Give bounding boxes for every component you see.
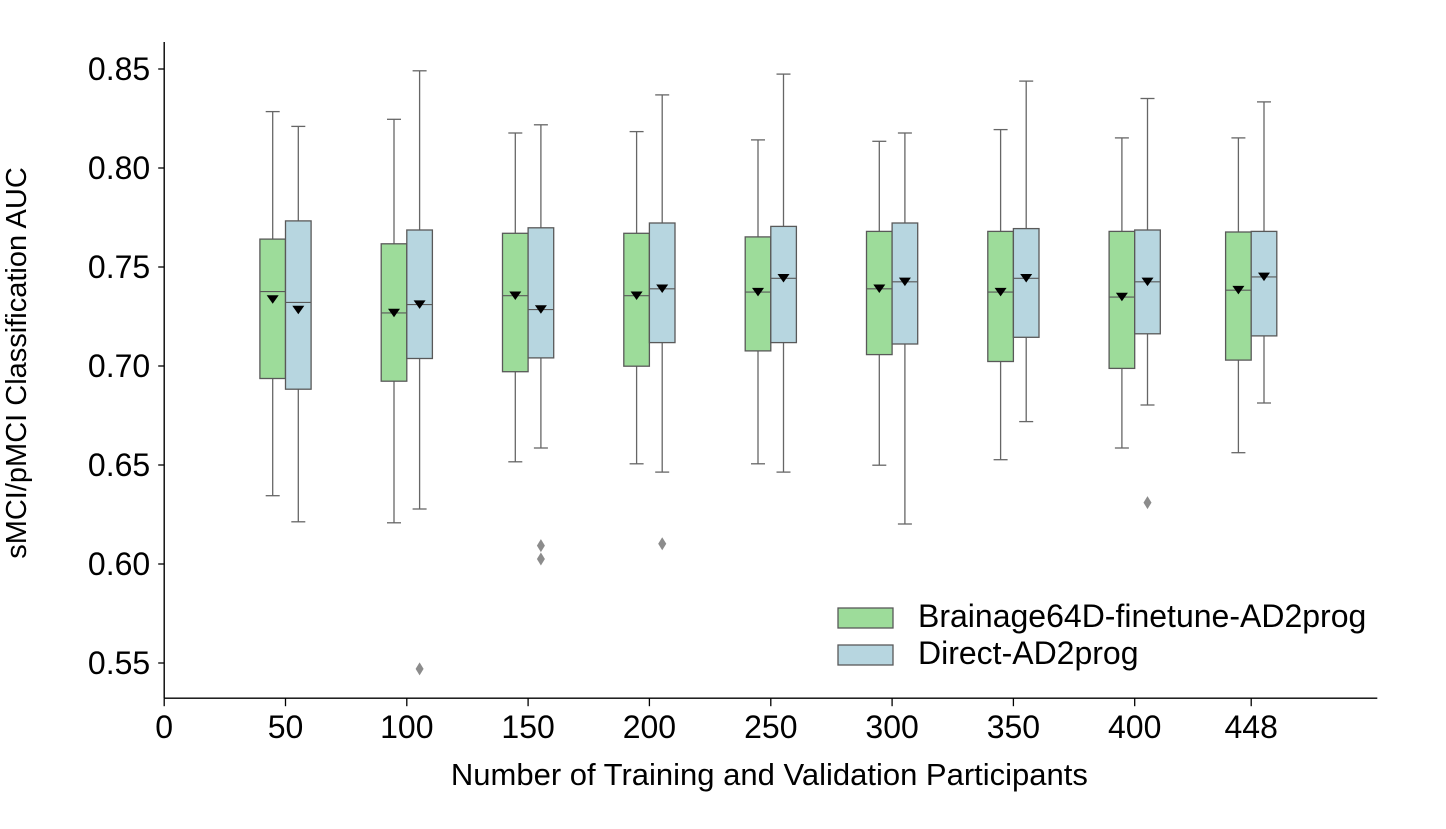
- svg-text:0.75: 0.75: [88, 249, 150, 285]
- svg-text:300: 300: [865, 709, 918, 745]
- svg-text:0.60: 0.60: [88, 546, 150, 582]
- svg-text:100: 100: [380, 709, 433, 745]
- svg-text:0.70: 0.70: [88, 348, 150, 384]
- svg-text:Direct-AD2prog: Direct-AD2prog: [918, 635, 1139, 671]
- svg-text:sMCI/pMCI Classification AUC: sMCI/pMCI Classification AUC: [1, 167, 33, 559]
- svg-text:0.65: 0.65: [88, 447, 150, 483]
- svg-text:350: 350: [987, 709, 1040, 745]
- svg-text:250: 250: [744, 709, 797, 745]
- svg-text:0.85: 0.85: [88, 51, 150, 87]
- svg-text:400: 400: [1108, 709, 1161, 745]
- svg-text:Brainage64D-finetune-AD2prog: Brainage64D-finetune-AD2prog: [918, 598, 1366, 634]
- svg-text:448: 448: [1225, 709, 1278, 745]
- svg-text:0: 0: [155, 709, 173, 745]
- svg-text:Number of Training and Validat: Number of Training and Validation Partic…: [451, 757, 1088, 792]
- svg-text:200: 200: [623, 709, 676, 745]
- svg-text:150: 150: [501, 709, 554, 745]
- svg-text:50: 50: [268, 709, 304, 745]
- svg-text:0.55: 0.55: [88, 645, 150, 681]
- svg-text:0.80: 0.80: [88, 150, 150, 186]
